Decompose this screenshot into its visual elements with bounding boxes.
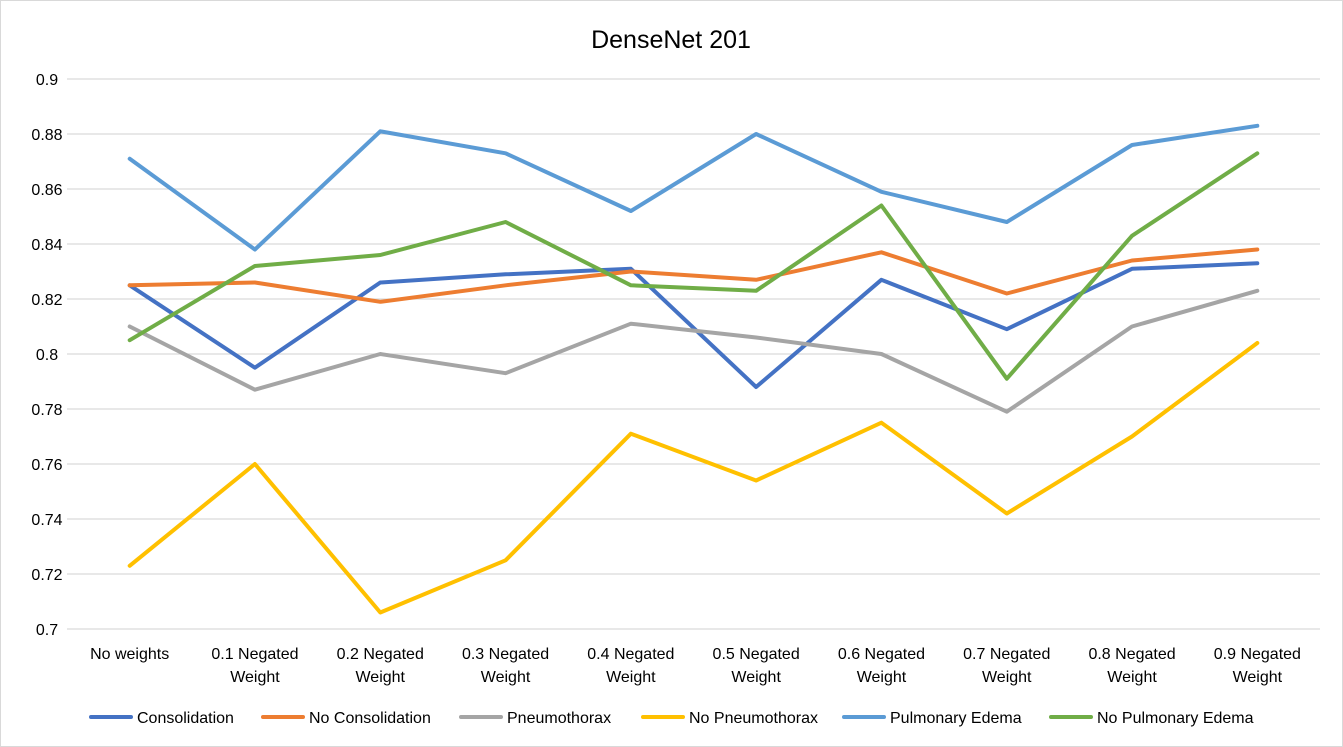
- x-tick-label-line: 0.5 Negated: [713, 646, 800, 663]
- grid-lines: [67, 78, 1320, 630]
- series-line-pneumothorax: [127, 288, 1260, 414]
- x-tick-label: 0.6 Negated Weight: [838, 646, 925, 686]
- legend-label: Pulmonary Edema: [890, 710, 1022, 727]
- x-tick-label-line: Weight: [230, 669, 280, 686]
- x-tick-label: 0.1 Negated Weight: [211, 646, 298, 686]
- y-tick-label: 0.7: [36, 622, 58, 639]
- x-tick-label-line: Weight: [1107, 669, 1157, 686]
- x-tick-label-line: 0.3 Negated: [462, 646, 549, 663]
- legend-label: No Consolidation: [309, 710, 431, 727]
- x-tick-label-line: 0.1 Negated: [211, 646, 298, 663]
- x-tick-label: No weights: [90, 646, 169, 663]
- x-tick-label-line: 0.4 Negated: [587, 646, 674, 663]
- chart-title: DenseNet 201: [591, 26, 751, 54]
- x-tick-label-line: Weight: [731, 669, 781, 686]
- y-tick-label: 0.86: [31, 182, 62, 199]
- x-tick-label-line: 0.2 Negated: [337, 646, 424, 663]
- x-tick-label-line: Weight: [355, 669, 405, 686]
- x-tick-label-line: Weight: [481, 669, 531, 686]
- legend: Consolidation No Consolidation Pneumothora…: [89, 710, 1254, 727]
- x-tick-label-line: 0.7 Negated: [963, 646, 1050, 663]
- x-tick-label: 0.8 Negated Weight: [1088, 646, 1175, 686]
- y-tick-label: 0.78: [31, 402, 62, 419]
- x-tick-label-line: Weight: [606, 669, 656, 686]
- x-tick-label-line: Weight: [982, 669, 1032, 686]
- x-tick-label-line: 0.6 Negated: [838, 646, 925, 663]
- y-tick-label: 0.74: [31, 512, 62, 529]
- y-axis-tick-labels: 0.7 0.72 0.74 0.76 0.78 0.8 0.82 0.84 0.86 0.88 0.…: [31, 72, 62, 639]
- y-tick-label: 0.8: [36, 347, 58, 364]
- series-line-no-pneumothorax: [127, 341, 1260, 615]
- series-lines: [127, 123, 1260, 615]
- y-tick-label: 0.9: [36, 72, 58, 89]
- x-tick-label: 0.2 Negated Weight: [337, 646, 424, 686]
- y-tick-label: 0.76: [31, 457, 62, 474]
- x-tick-label: 0.3 Negated Weight: [462, 646, 549, 686]
- series-line-pulmonary-edema: [127, 123, 1260, 252]
- y-tick-label: 0.82: [31, 292, 62, 309]
- legend-label: No Pulmonary Edema: [1097, 710, 1254, 727]
- series-line-no-consolidation: [127, 247, 1260, 304]
- x-tick-label: 0.7 Negated Weight: [963, 646, 1050, 686]
- x-tick-label: 0.5 Negated Weight: [713, 646, 800, 686]
- x-tick-label-line: No weights: [90, 646, 169, 663]
- legend-label: Consolidation: [137, 710, 234, 727]
- legend-label: Pneumothorax: [507, 710, 611, 727]
- x-tick-label-line: 0.9 Negated: [1214, 646, 1301, 663]
- series-line-no-pulmonary-edema: [127, 151, 1260, 381]
- x-tick-label-line: Weight: [1233, 669, 1283, 686]
- x-axis-tick-labels: No weights 0.1 Negated Weight 0.2 Negated We…: [90, 646, 1301, 686]
- x-tick-label: 0.9 Negated Weight: [1214, 646, 1301, 686]
- legend-label: No Pneumothorax: [689, 710, 818, 727]
- series-line-consolidation: [127, 261, 1260, 389]
- x-tick-label: 0.4 Negated Weight: [587, 646, 674, 686]
- y-tick-label: 0.88: [31, 127, 62, 144]
- y-tick-label: 0.72: [31, 567, 62, 584]
- y-tick-label: 0.84: [31, 237, 62, 254]
- x-tick-label-line: Weight: [857, 669, 907, 686]
- x-tick-label-line: 0.8 Negated: [1088, 646, 1175, 663]
